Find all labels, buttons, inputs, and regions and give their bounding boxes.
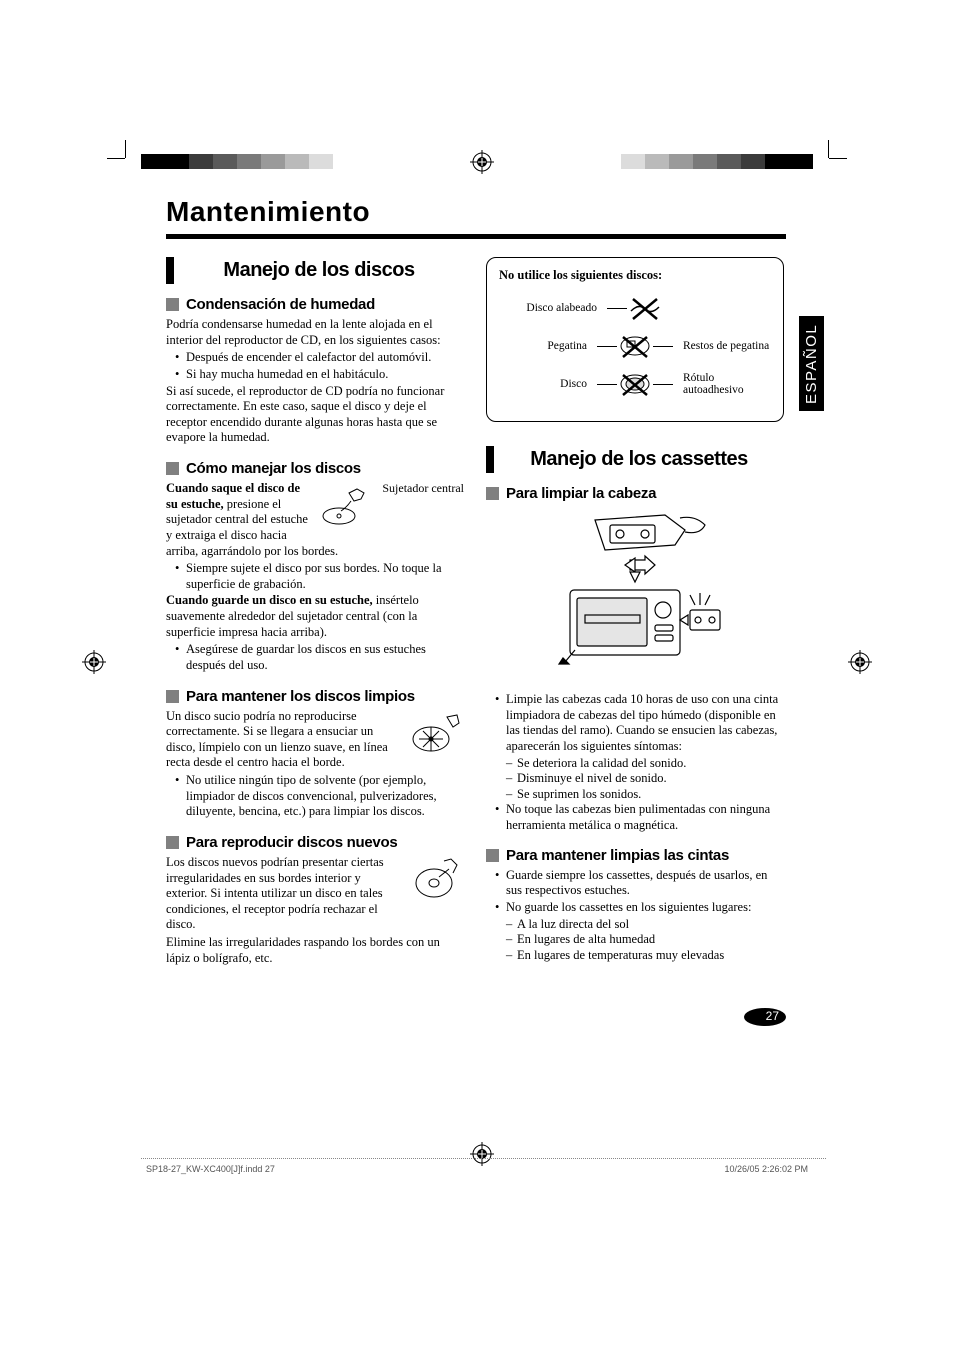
disc-edge-icon (409, 855, 464, 903)
warning-label: Disco alabeado (499, 302, 607, 314)
sticker-disc-icon (617, 331, 653, 361)
list-item: No guarde los cassettes en los siguiente… (495, 900, 784, 916)
list-item: En lugares de temperaturas muy elevadas (506, 948, 784, 964)
page-number-badge: 27 (744, 1008, 786, 1026)
disc-wipe-icon (409, 709, 464, 757)
list-item: Limpie las cabezas cada 10 horas de uso … (495, 692, 784, 755)
density-bars-right (621, 154, 813, 169)
heading-handle-discs: Cómo manejar los discos (166, 460, 464, 477)
para: Si así sucede, el reproductor de CD podr… (166, 384, 464, 447)
disc-warning-box: No utilice los siguientes discos: Disco … (486, 257, 784, 422)
warped-disc-icon (627, 293, 663, 323)
warning-label: Disco (499, 378, 597, 390)
para: Podría condensarse humedad en la lente a… (166, 317, 464, 348)
list-item: En lugares de alta humedad (506, 932, 784, 948)
label-disc-icon (617, 369, 653, 399)
para: Elimine las irregularidades raspando los… (166, 935, 464, 966)
registration-mark-top (470, 150, 494, 174)
heading-clean-head: Para limpiar la cabeza (486, 485, 784, 502)
heading-new-discs: Para reproducir discos nuevos (166, 834, 464, 851)
density-bars-left (141, 154, 333, 169)
warning-label: Rótulo autoadhesivo (673, 372, 771, 396)
section-title-cassettes: Manejo de los cassettes (486, 446, 784, 473)
cassette-illustration (535, 510, 735, 680)
right-column: No utilice los siguientes discos: Disco … (486, 257, 784, 980)
title-rule (166, 234, 786, 239)
heading-clean-tapes: Para mantener limpias las cintas (486, 847, 784, 864)
list-item: No toque las cabezas bien pulimentadas c… (495, 802, 784, 833)
list-item: Asegúrese de guardar los discos en sus e… (175, 642, 464, 673)
para: Los discos nuevos podrían presentar cier… (166, 855, 384, 932)
section-title-discs: Manejo de los discos (166, 257, 464, 284)
warning-title: No utilice los siguientes discos: (499, 268, 771, 283)
list-item: Después de encender el calefactor del au… (175, 350, 464, 366)
list-item: Se deteriora la calidad del sonido. (506, 756, 784, 772)
label-holder: Sujetador central (382, 481, 464, 496)
registration-mark-bottom (470, 1142, 494, 1166)
page-content: Mantenimiento ESPAÑOL Manejo de los disc… (166, 196, 786, 980)
footer-timestamp: 10/26/05 2:26:02 PM (724, 1164, 808, 1174)
list-item: Disminuye el nivel de sonido. (506, 771, 784, 787)
warning-label: Pegatina (499, 340, 597, 352)
registration-mark-right (848, 650, 872, 674)
list-item: A la luz directa del sol (506, 917, 784, 933)
list-item: Se suprimen los sonidos. (506, 787, 784, 803)
list-item: No utilice ningún tipo de solvente (por … (175, 773, 464, 820)
disc-remove-icon (319, 481, 374, 529)
footer-rule (141, 1158, 826, 1159)
page-title: Mantenimiento (166, 196, 786, 228)
warning-label: Restos de pegatina (673, 340, 771, 352)
para: Un disco sucio podría no reproducirse co… (166, 709, 388, 770)
heading-condensation: Condensación de humedad (166, 296, 464, 313)
language-tab: ESPAÑOL (799, 316, 824, 411)
page-number: 27 (766, 1009, 779, 1023)
list-item: Guarde siempre los cassettes, después de… (495, 868, 784, 899)
two-column-layout: Manejo de los discos Condensación de hum… (166, 257, 786, 980)
list-item: Siempre sujete el disco por sus bordes. … (175, 561, 464, 592)
bold-lead: Cuando guarde un disco en su estuche, (166, 593, 373, 607)
list-item: Si hay mucha humedad en el habitáculo. (175, 367, 464, 383)
footer-filename: SP18-27_KW-XC400[J]f.indd 27 (146, 1164, 275, 1174)
registration-mark-left (82, 650, 106, 674)
left-column: Manejo de los discos Condensación de hum… (166, 257, 464, 980)
heading-keep-clean: Para mantener los discos limpios (166, 688, 464, 705)
